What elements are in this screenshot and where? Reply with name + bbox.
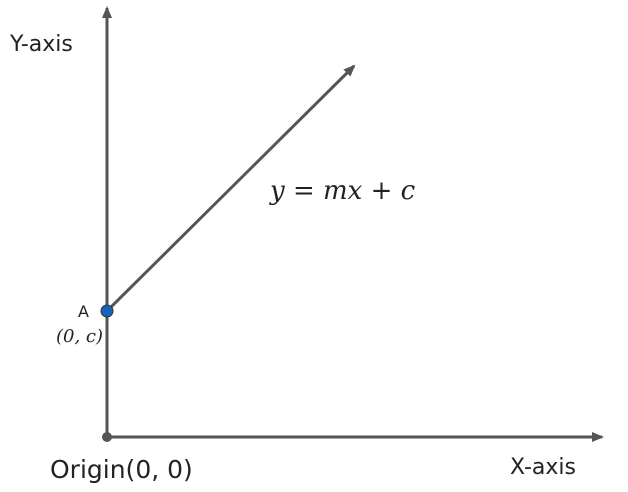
origin-label: Origin(0, 0) (50, 455, 193, 484)
line-y-mx-c (105, 64, 356, 313)
x-axis-label: X-axis (510, 455, 576, 480)
y-axis-label: Y-axis (10, 32, 73, 57)
point-a[interactable] (100, 304, 114, 318)
point-a-coords: (0, c) (56, 326, 104, 347)
point-a-label: A (78, 302, 89, 321)
equation-label: y = mx + c (270, 176, 416, 206)
origin-point[interactable] (102, 432, 112, 442)
